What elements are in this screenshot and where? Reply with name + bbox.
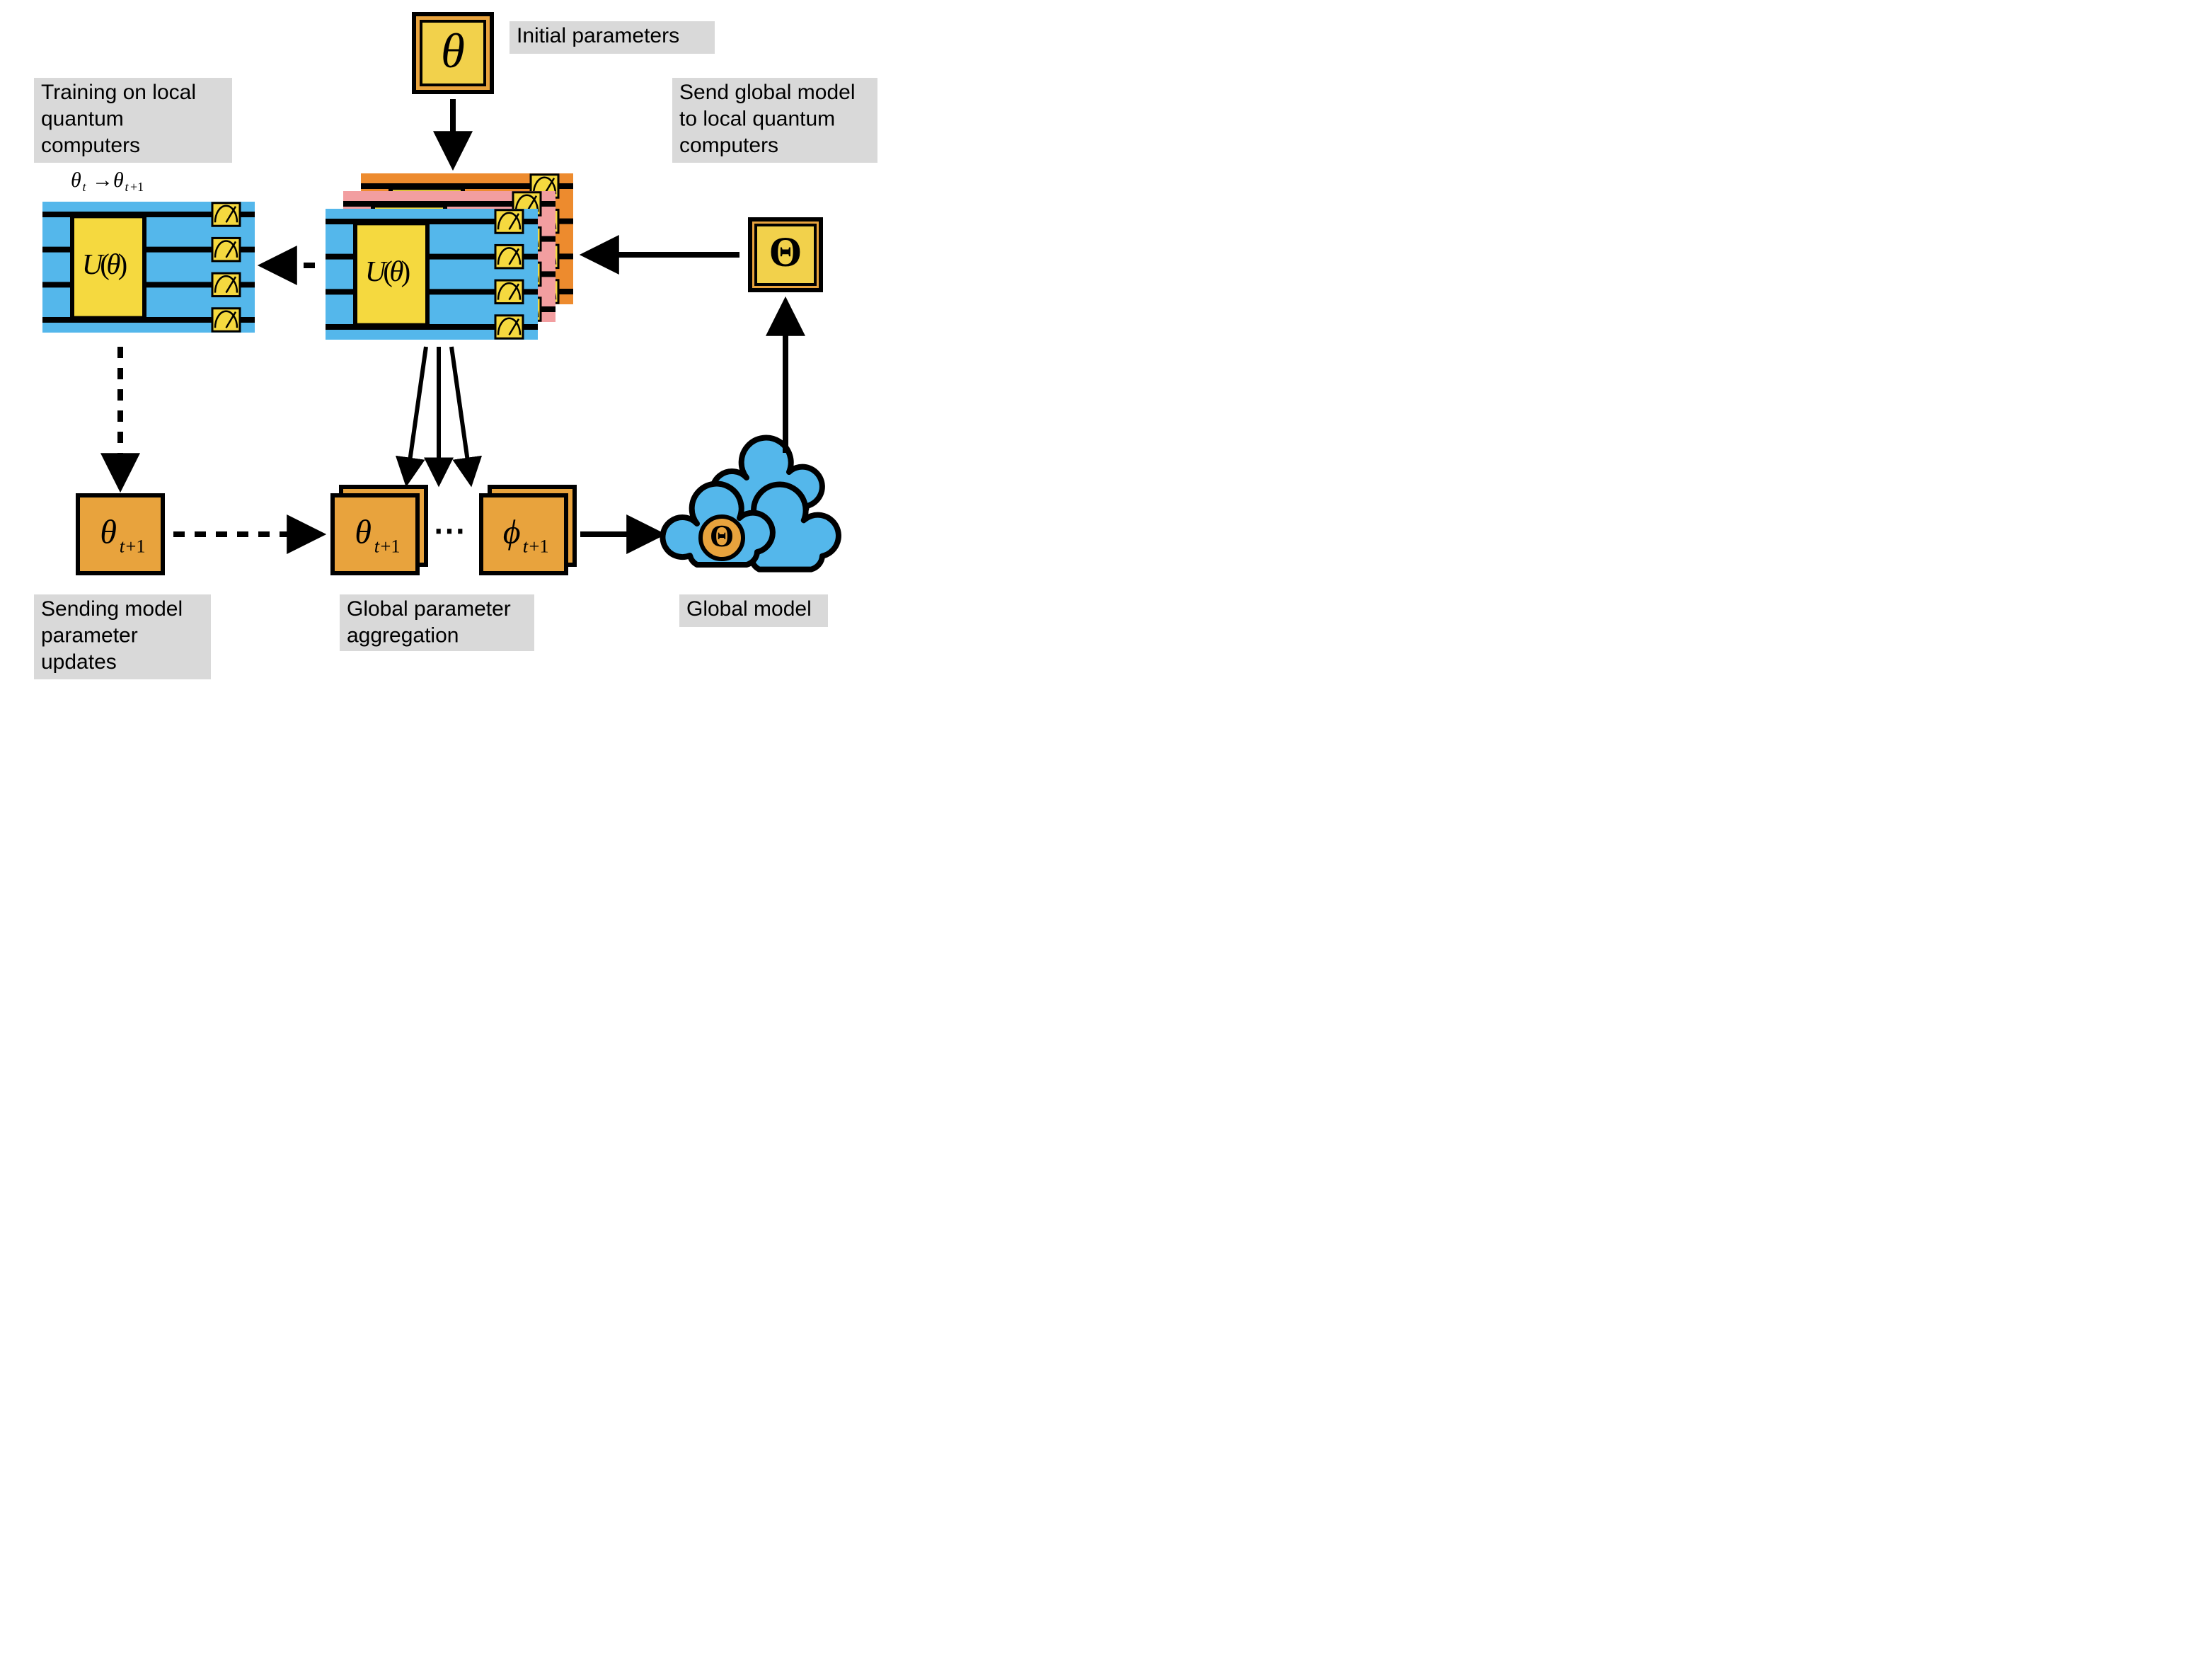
Theta-global: Θ [750,219,821,290]
svg-text:θ: θ [71,168,81,192]
svg-text:Sending model: Sending model [41,597,183,621]
quantum-circuit: U(θ) [42,202,255,333]
svg-text:computers: computers [679,134,778,157]
param-box: ϕt+1 [481,487,575,573]
param-box: θt+1 [333,487,426,573]
svg-text:Send global model: Send global model [679,81,856,104]
svg-text:θ: θ [100,514,117,551]
label-training: Training on local quantum computers [34,78,232,163]
label-send: Send global model to local quantum compute… [672,78,877,163]
svg-text:t: t [125,180,129,194]
label-sending: Sending modelparameter updates [34,594,211,679]
svg-text:to local quantum: to local quantum [679,107,835,130]
svg-text:→: → [92,168,113,192]
svg-text:θ: θ [113,168,124,192]
svg-text:parameter: parameter [41,623,138,647]
svg-text:+1: +1 [130,180,144,194]
svg-text:computers: computers [41,134,140,157]
svg-text:Global parameter: Global parameter [347,597,511,621]
param-box: θt+1 [78,495,163,573]
quantum-circuit: U(θ) [326,209,538,340]
svg-text:⋯: ⋯ [433,513,466,549]
svg-text:ϕ: ϕ [503,514,521,551]
cloud-global-model: Θ [662,438,838,570]
label-global: Global model [679,594,828,627]
svg-text:θ: θ [355,514,372,551]
label-initial: Initial parameters [510,21,715,54]
svg-text:Θ: Θ [710,519,734,553]
svg-text:+1: +1 [126,535,146,556]
svg-text:Global model: Global model [686,597,812,621]
svg-text:Training on local: Training on local [41,81,196,104]
svg-text:θ: θ [441,24,465,78]
svg-text:aggregation: aggregation [347,623,459,647]
svg-text:+1: +1 [381,535,401,556]
svg-text:quantum: quantum [41,107,124,130]
svg-text:): ) [118,248,128,280]
theta-initial: θ [414,14,492,92]
svg-text:t: t [523,535,529,556]
svg-text:Initial parameters: Initial parameters [517,24,679,47]
svg-text:+1: +1 [529,535,549,556]
svg-text:updates: updates [41,650,117,674]
svg-text:): ) [401,255,411,287]
svg-text:Θ: Θ [769,229,802,275]
svg-text:t: t [83,180,87,194]
federated-quantum-diagram: Initial parameters Training on local quant… [0,0,892,686]
label-agg: Global parameteraggregation [340,594,534,651]
svg-text:t: t [120,535,125,556]
svg-text:t: t [374,535,380,556]
